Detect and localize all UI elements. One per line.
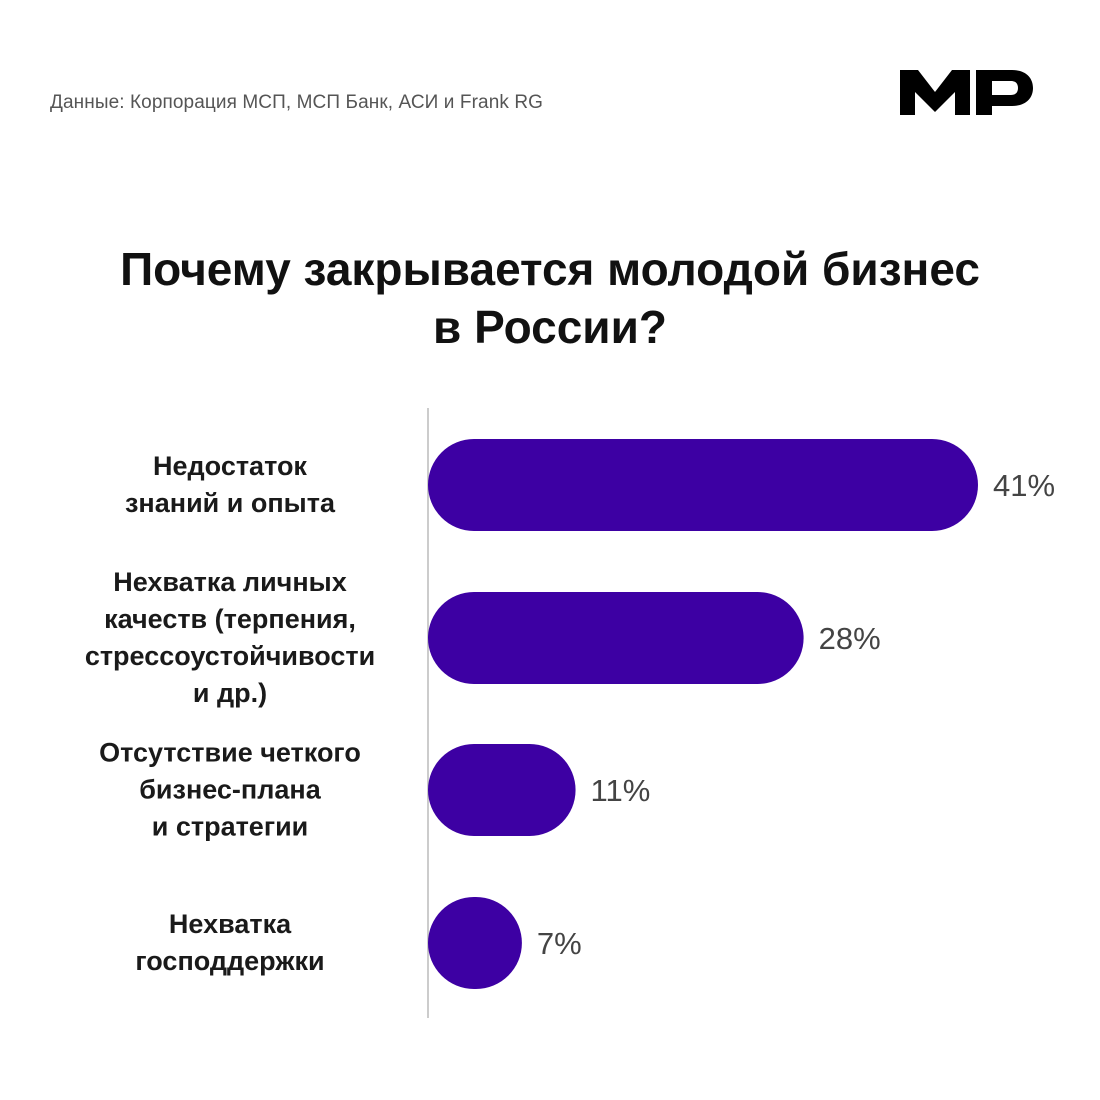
chart-title: Почему закрывается молодой бизнес в Росс… [0, 240, 1100, 356]
bar-2 [428, 592, 804, 684]
chart-title-line-1: Почему закрывается молодой бизнес [120, 243, 980, 295]
value-label-1: 41% [993, 468, 1055, 503]
value-label-4: 7% [537, 926, 582, 961]
category-label-2: Нехватка личных качеств (терпения, стрес… [84, 567, 376, 708]
bar-3 [428, 744, 576, 836]
value-label-3: 11% [591, 773, 651, 808]
source-note: Данные: Корпорация МСП, МСП Банк, АСИ и … [50, 92, 544, 113]
logo-letter-m [900, 70, 970, 115]
bar-4 [428, 897, 522, 989]
chart-title-line-2: в России? [433, 301, 667, 353]
category-label-4: Нехватка господдержки [135, 909, 325, 976]
category-label-3: Отсутствие четкого бизнес-плана и страте… [99, 737, 361, 842]
mp-logo [900, 70, 1033, 115]
bar-1 [428, 439, 978, 531]
logo-letter-p [976, 70, 1033, 115]
value-label-2: 28% [819, 621, 881, 656]
category-label-1: Недостаток знаний и опыта [125, 451, 335, 518]
